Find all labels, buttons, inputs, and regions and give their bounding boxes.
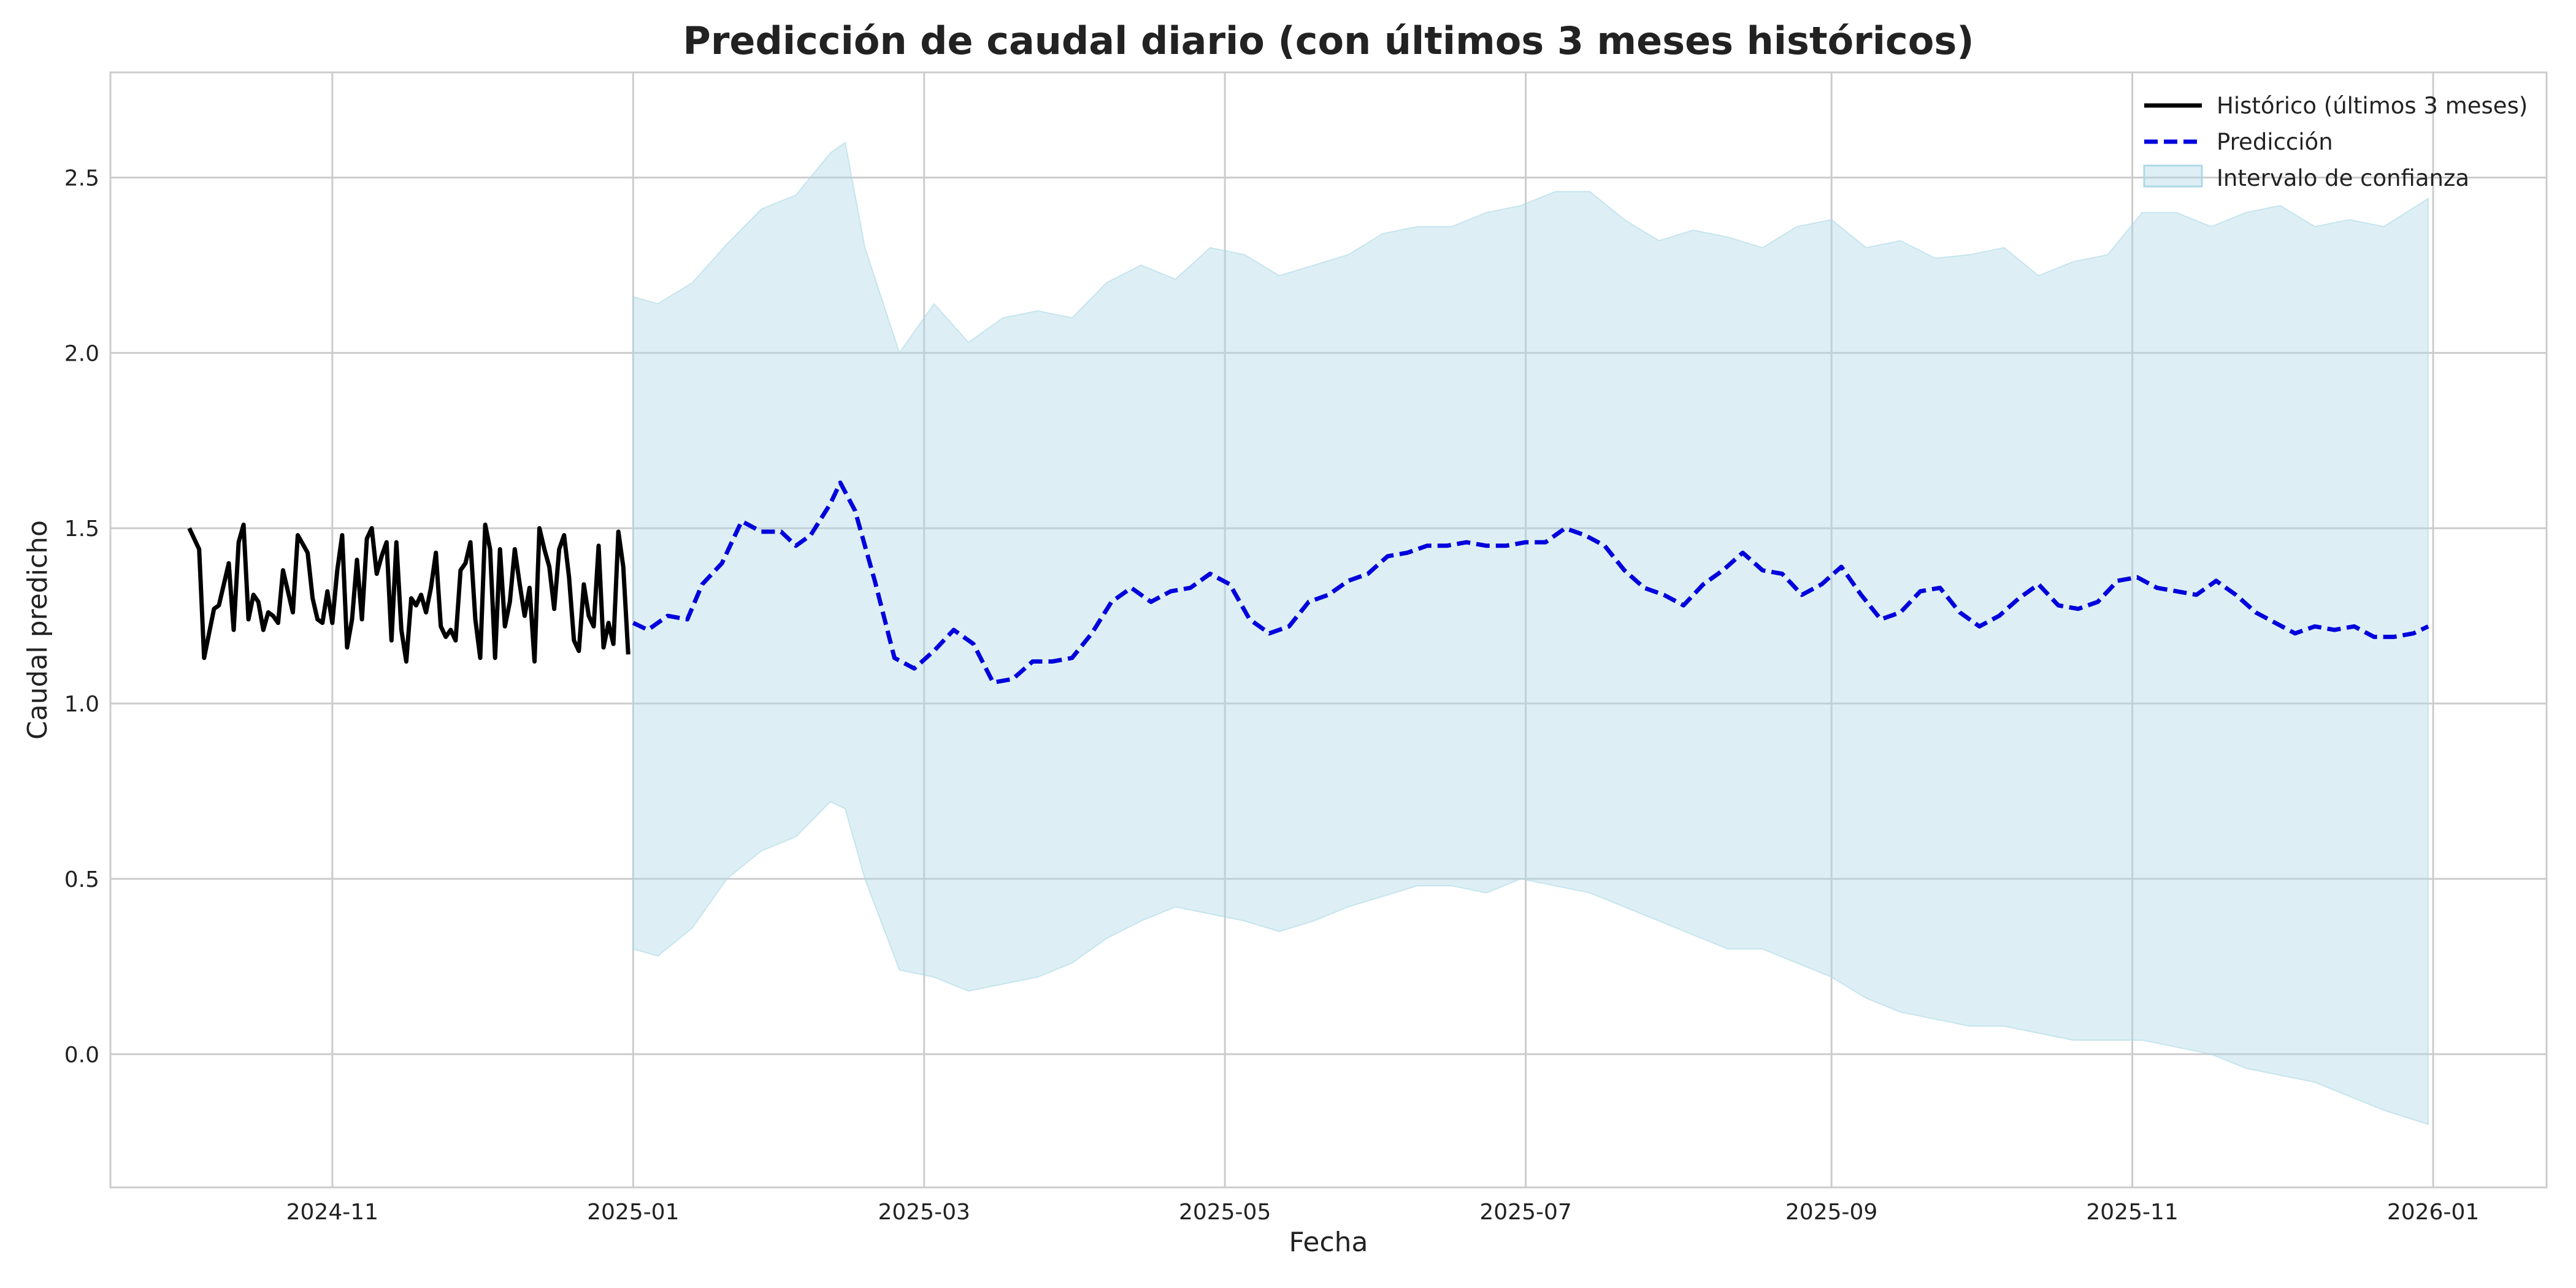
y-tick-labels: 0.0 0.5 1.0 1.5 2.0 2.5 [64, 166, 99, 1068]
x-tick-label: 2025-03 [878, 1200, 970, 1225]
legend-intervalo-label: Intervalo de confianza [2217, 165, 2469, 191]
y-tick-label: 0.5 [64, 867, 99, 892]
x-tick-label: 2025-01 [587, 1200, 679, 1225]
series-layer [187, 480, 2429, 685]
x-tick-label: 2025-07 [1479, 1200, 1571, 1225]
chart-title: Predicción de caudal diario (con últimos… [683, 18, 1974, 63]
legend-historico-label: Histórico (últimos 3 meses) [2217, 93, 2528, 119]
x-tick-label: 2024-11 [286, 1200, 378, 1225]
x-axis-label: Fecha [1289, 1227, 1368, 1258]
y-axis-label: Caudal predicho [22, 520, 53, 740]
y-tick-label: 1.0 [64, 692, 99, 717]
confidence-band-layer [632, 141, 2429, 1125]
legend-intervalo-swatch [2143, 164, 2203, 188]
legend: Histórico (últimos 3 meses) Predicción I… [2143, 93, 2528, 191]
y-tick-label: 2.0 [64, 341, 99, 366]
plot-frame [109, 71, 2548, 1189]
x-tick-label: 2025-11 [2086, 1200, 2178, 1225]
x-tick-label: 2025-09 [1785, 1200, 1877, 1225]
legend-prediccion-label: Predicción [2217, 129, 2333, 155]
grid [110, 72, 2547, 1187]
x-tick-labels: 2024-11 2025-01 2025-03 2025-05 2025-07 2025-… [286, 1200, 2480, 1225]
y-tick-label: 0.0 [64, 1043, 99, 1068]
y-tick-label: 2.5 [64, 166, 99, 191]
x-tick-label: 2026-01 [2387, 1200, 2479, 1225]
historico-line [187, 523, 631, 664]
y-tick-label: 1.5 [64, 516, 99, 542]
confidence-band [632, 141, 2429, 1125]
prediccion-line [632, 480, 2429, 685]
x-tick-label: 2025-05 [1179, 1200, 1271, 1225]
